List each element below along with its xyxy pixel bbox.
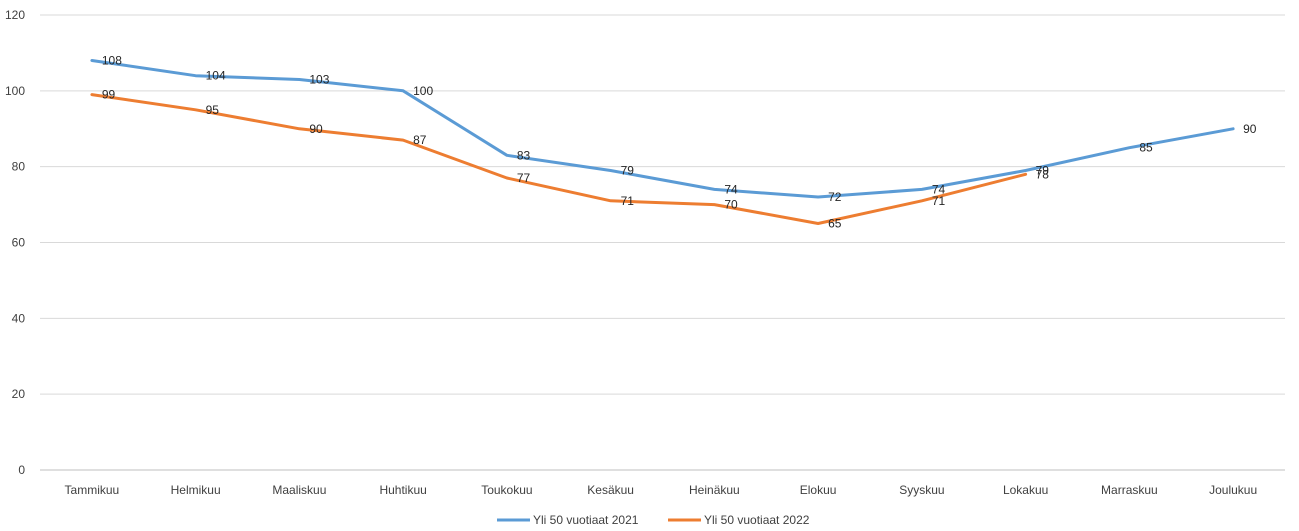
x-axis: Tammikuu Helmikuu Maaliskuu Huhtikuu Toukoku… [65,483,1258,497]
x-tick-label: Toukokuu [481,483,532,497]
data-label: 85 [1139,141,1153,155]
data-label: 79 [1036,163,1050,177]
x-tick-label: Syyskuu [899,483,944,497]
x-tick-label: Tammikuu [65,483,120,497]
data-label: 65 [828,217,842,231]
data-label: 78 [1036,167,1050,181]
series-line-1 [90,59,1235,199]
data-label: 87 [413,133,427,147]
data-label: 77 [517,171,531,185]
data-label: 72 [828,190,842,204]
x-tick-label: Marraskuu [1101,483,1158,497]
y-tick-label: 100 [5,84,25,98]
x-tick-label: Helmikuu [171,483,221,497]
data-label: 74 [724,182,738,196]
x-tick-label: Joulukuu [1209,483,1257,497]
data-label: 90 [1243,122,1257,136]
x-tick-label: Heinäkuu [689,483,740,497]
legend-label: Yli 50 vuotiaat 2022 [704,513,810,527]
x-tick-label: Kesäkuu [587,483,634,497]
data-label: 70 [724,198,738,212]
data-label: 108 [102,54,122,68]
y-tick-label: 60 [12,236,26,250]
data-label: 83 [517,148,531,162]
data-label: 71 [932,194,946,208]
x-tick-label: Elokuu [800,483,837,497]
x-tick-label: Huhtikuu [379,483,426,497]
legend: Yli 50 vuotiaat 2021 Yli 50 vuotiaat 2022 [497,513,810,527]
data-label: 103 [309,72,329,86]
gridlines [40,14,1285,471]
y-tick-label: 120 [5,8,25,22]
y-axis: 0 20 40 60 80 100 120 [5,8,25,477]
data-label: 95 [206,103,220,117]
y-tick-label: 40 [12,311,26,325]
data-label: 99 [102,88,116,102]
data-label: 104 [206,69,226,83]
y-tick-label: 80 [12,160,26,174]
data-label: 79 [621,163,635,177]
data-label: 100 [413,84,433,98]
y-tick-label: 0 [18,463,25,477]
series-line-2 [90,93,1028,225]
series-lines [90,59,1235,225]
data-label: 71 [621,194,635,208]
data-label: 90 [309,122,323,136]
data-labels: 108 104 103 100 83 79 74 72 74 79 85 90 99 95 90 87 77 71… [102,54,1257,231]
data-label: 74 [932,182,946,196]
x-tick-label: Lokakuu [1003,483,1048,497]
legend-label: Yli 50 vuotiaat 2021 [533,513,639,527]
x-tick-label: Maaliskuu [272,483,326,497]
y-tick-label: 20 [12,387,26,401]
